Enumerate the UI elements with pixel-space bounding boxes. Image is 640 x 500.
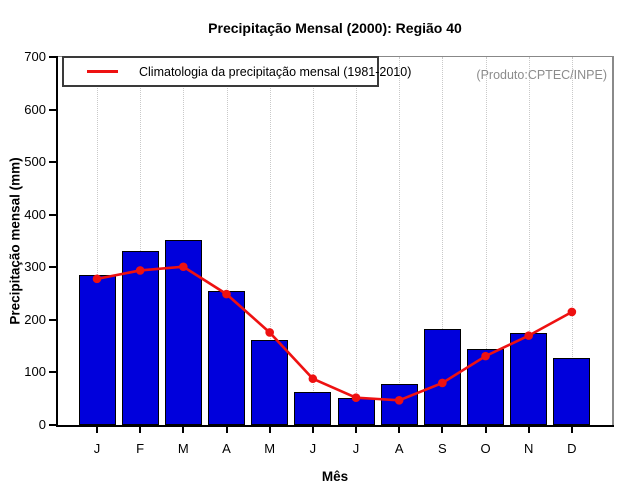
y-tick — [49, 371, 57, 374]
climatology-point — [135, 266, 145, 275]
x-tick-label: J — [309, 441, 317, 456]
y-tick — [49, 213, 57, 216]
chart-title: Precipitação Mensal (2000): Região 40 — [208, 20, 462, 36]
plot-area — [58, 57, 612, 425]
x-tick — [225, 427, 228, 433]
bar-J-7 — [337, 398, 375, 425]
gridline-month — [442, 57, 444, 425]
y-tick-label: 400 — [24, 206, 46, 222]
climatology-point — [438, 378, 447, 388]
x-tick-label: M — [264, 441, 276, 456]
plot-box-right-border — [612, 56, 614, 427]
x-axis-title: Mês — [321, 469, 349, 484]
legend-line-sample — [87, 70, 118, 73]
y-tick-label: 500 — [24, 154, 46, 170]
gridline-month — [399, 57, 401, 425]
x-tick — [484, 427, 487, 433]
gridline-month — [528, 57, 530, 425]
legend-box: Climatologia da precipitação mensal (198… — [62, 56, 411, 87]
y-axis-title: Precipitação mensal (mm) — [7, 157, 23, 325]
y-tick — [49, 318, 57, 321]
gridline-month — [312, 57, 314, 425]
y-tick-label: 0 — [38, 417, 46, 432]
x-tick — [268, 427, 271, 433]
climatology-line — [96, 265, 573, 402]
climatology-point — [222, 289, 231, 299]
x-tick — [311, 427, 314, 433]
gridline-month — [571, 57, 573, 425]
product-annotation: (Produto:CPTEC/INPE) — [476, 68, 607, 82]
climatology-point — [351, 393, 361, 402]
y-tick-label: 600 — [24, 101, 46, 117]
x-tick-label: J — [93, 441, 101, 456]
x-tick-label: S — [438, 441, 447, 456]
bar-S-9 — [423, 329, 461, 425]
y-tick-label: 700 — [24, 49, 46, 64]
y-tick — [49, 108, 57, 111]
y-axis-line — [56, 56, 58, 426]
climatology-point — [179, 262, 188, 272]
x-axis-line — [56, 425, 614, 427]
y-tick-label: 200 — [24, 311, 46, 327]
climatology-point — [394, 395, 404, 405]
x-tick — [139, 427, 142, 433]
x-tick — [398, 427, 401, 433]
x-tick-label: M — [177, 441, 189, 456]
climatology-point — [524, 331, 533, 340]
y-tick — [49, 424, 57, 426]
bar-M-5 — [251, 339, 289, 425]
y-tick — [49, 56, 57, 58]
gridline-month — [269, 57, 271, 425]
gridline-month — [485, 57, 487, 425]
gridline-month — [97, 57, 98, 425]
x-tick — [441, 427, 444, 433]
x-tick — [182, 427, 185, 433]
x-tick-label: A — [222, 441, 231, 456]
climatology-point — [265, 328, 274, 337]
x-tick — [527, 427, 530, 433]
climatology-line-layer — [92, 262, 577, 405]
x-tick-label: N — [523, 441, 534, 456]
bar-O-10 — [467, 348, 505, 425]
gridline-month — [356, 57, 358, 425]
x-tick-label: J — [352, 441, 360, 456]
x-tick — [96, 427, 98, 433]
x-tick-label: A — [394, 441, 404, 456]
gridline-month — [140, 57, 142, 425]
climatology-point — [92, 274, 102, 284]
climatology-point — [308, 374, 318, 384]
gridline-month — [226, 57, 228, 425]
x-tick — [355, 427, 358, 433]
x-tick-label: F — [136, 441, 145, 456]
y-tick-label: 300 — [24, 259, 46, 275]
y-tick-label: 100 — [24, 364, 46, 380]
x-tick-label: D — [567, 441, 577, 456]
x-tick — [570, 427, 573, 433]
bar-D-12 — [553, 358, 591, 425]
y-tick — [49, 266, 57, 269]
bar-J-6 — [294, 392, 332, 425]
bar-F-2 — [121, 250, 159, 425]
x-tick-label: O — [480, 441, 491, 456]
climatology-point — [481, 351, 490, 361]
bar-J-1 — [78, 275, 116, 425]
y-tick — [49, 161, 57, 164]
climatology-point — [567, 307, 577, 317]
legend-label: Climatologia da precipitação mensal (198… — [139, 64, 412, 79]
